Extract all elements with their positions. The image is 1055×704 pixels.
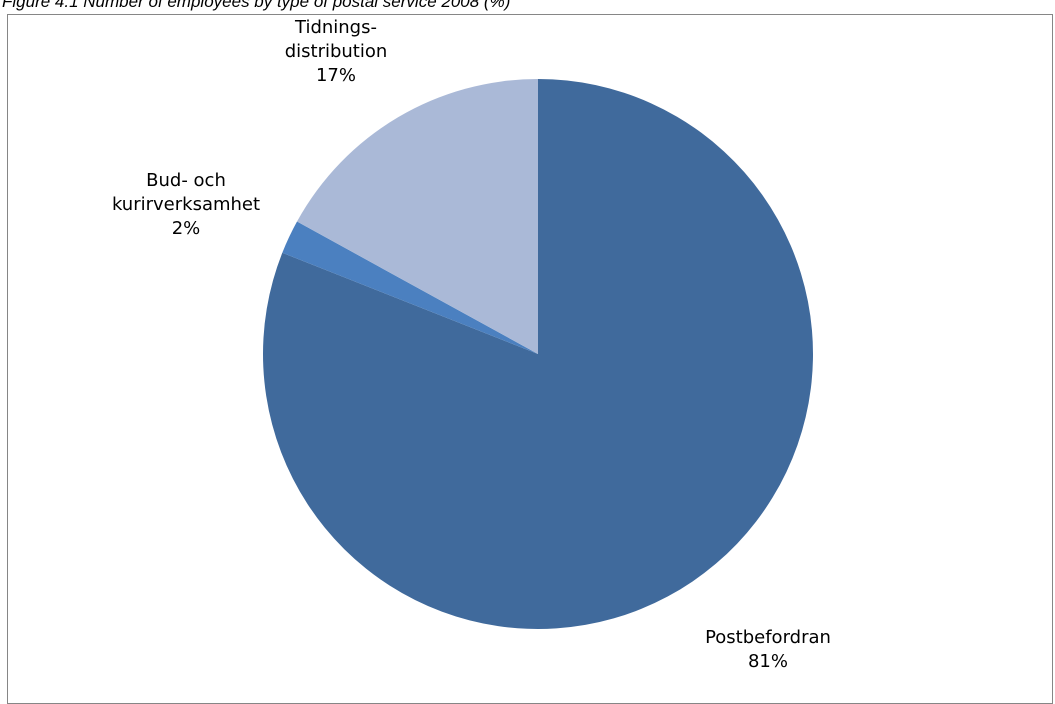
pie-slice-postbefordran xyxy=(263,78,814,630)
slice-label-name: distribution xyxy=(284,41,388,62)
figure-caption: Figure 4.1 Number of employees by type o… xyxy=(2,0,511,11)
slice-label-bud-och-kurirverksamhet: Bud- och kurirverksamhet 2% xyxy=(106,169,266,241)
slice-label-value: 81% xyxy=(747,651,788,672)
slice-label-name: kurirverksamhet xyxy=(111,194,261,215)
pie-slice-bud-och-kurirverksamhet xyxy=(282,221,538,354)
slice-label-postbefordran: Postbefordran 81% xyxy=(698,626,838,674)
slice-label-tidningsdistribution: Tidnings- distribution 17% xyxy=(276,16,396,88)
slice-label-name: Postbefordran xyxy=(705,627,831,648)
slice-label-value: 17% xyxy=(315,65,356,86)
slice-label-name: Tidnings- xyxy=(295,17,377,38)
slice-label-name: Bud- och xyxy=(146,170,226,191)
pie-slice-tidnings-distribution xyxy=(297,79,538,354)
slice-label-value: 2% xyxy=(171,218,201,239)
